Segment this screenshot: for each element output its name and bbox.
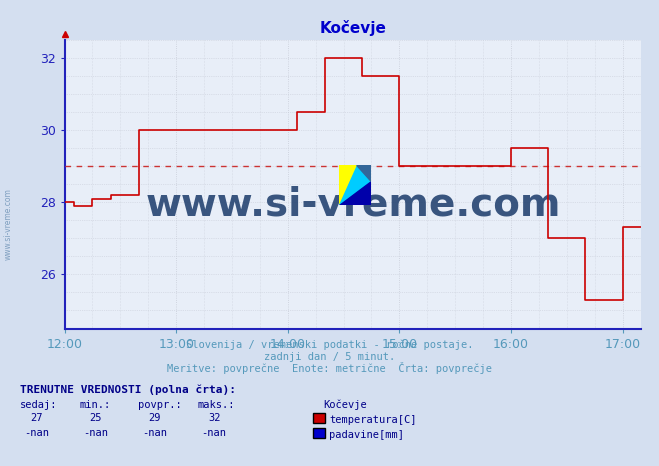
Text: padavine[mm]: padavine[mm]: [330, 430, 405, 439]
Text: -nan: -nan: [83, 428, 108, 438]
Text: maks.:: maks.:: [198, 400, 235, 410]
Text: Slovenija / vremenski podatki - ročne postaje.: Slovenija / vremenski podatki - ročne po…: [186, 340, 473, 350]
Text: 27: 27: [30, 413, 42, 423]
Polygon shape: [339, 165, 357, 205]
Text: Kočevje: Kočevje: [323, 399, 366, 410]
Text: min.:: min.:: [79, 400, 110, 410]
Text: povpr.:: povpr.:: [138, 400, 182, 410]
Title: Kočevje: Kočevje: [320, 20, 386, 36]
Text: www.si-vreme.com: www.si-vreme.com: [3, 188, 13, 260]
Polygon shape: [339, 165, 371, 205]
Text: sedaj:: sedaj:: [20, 400, 57, 410]
Text: temperatura[C]: temperatura[C]: [330, 415, 417, 425]
Text: -nan: -nan: [202, 428, 227, 438]
Text: 29: 29: [149, 413, 161, 423]
Text: -nan: -nan: [24, 428, 49, 438]
Text: zadnji dan / 5 minut.: zadnji dan / 5 minut.: [264, 352, 395, 362]
Text: -nan: -nan: [142, 428, 167, 438]
Text: Meritve: povprečne  Enote: metrične  Črta: povprečje: Meritve: povprečne Enote: metrične Črta:…: [167, 362, 492, 374]
Text: 25: 25: [90, 413, 101, 423]
Text: 32: 32: [208, 413, 220, 423]
Polygon shape: [339, 181, 371, 205]
Polygon shape: [357, 165, 371, 181]
Text: www.si-vreme.com: www.si-vreme.com: [145, 185, 561, 223]
Text: TRENUTNE VREDNOSTI (polna črta):: TRENUTNE VREDNOSTI (polna črta):: [20, 384, 236, 395]
